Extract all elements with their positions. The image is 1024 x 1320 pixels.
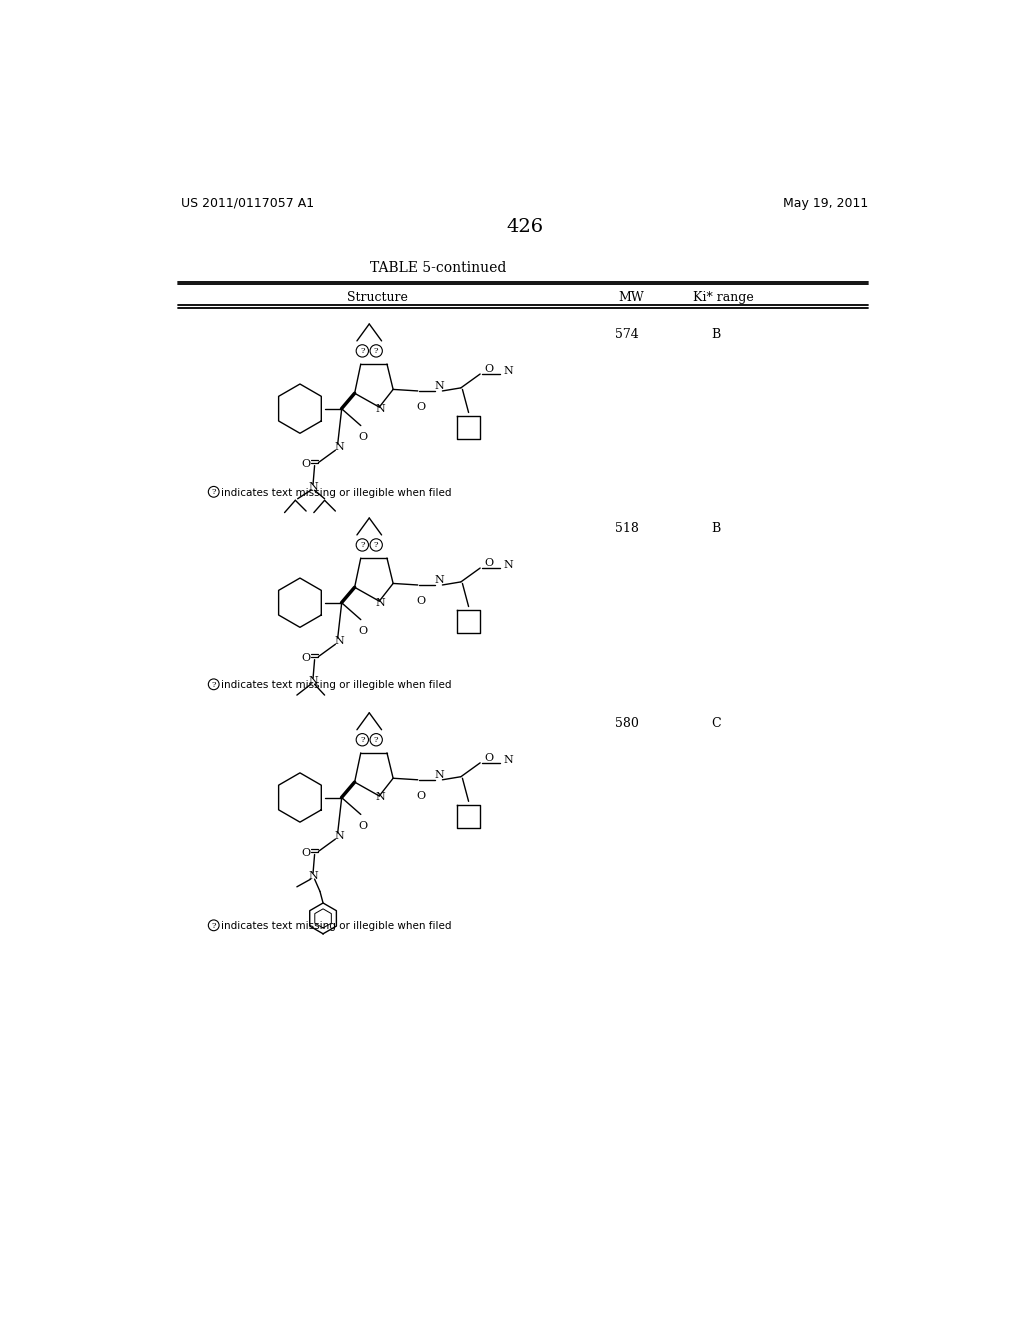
Text: US 2011/0117057 A1: US 2011/0117057 A1 xyxy=(180,197,313,210)
Text: N: N xyxy=(503,755,513,764)
Text: TABLE 5-continued: TABLE 5-continued xyxy=(371,261,507,275)
Text: N: N xyxy=(375,598,385,607)
Text: N: N xyxy=(335,636,344,647)
Text: ?: ? xyxy=(360,541,365,549)
Text: O: O xyxy=(484,364,494,375)
Text: N: N xyxy=(375,404,385,413)
Text: N: N xyxy=(375,792,385,803)
Text: N: N xyxy=(434,770,444,780)
Text: ?: ? xyxy=(212,681,216,689)
Text: B: B xyxy=(711,327,721,341)
Text: O: O xyxy=(484,558,494,569)
Text: N: N xyxy=(308,482,317,492)
Text: C: C xyxy=(711,717,721,730)
Text: indicates text missing or illegible when filed: indicates text missing or illegible when… xyxy=(221,921,452,931)
Text: O: O xyxy=(358,821,368,830)
Text: N: N xyxy=(308,871,317,880)
Text: N: N xyxy=(335,442,344,453)
Text: O: O xyxy=(358,432,368,442)
Text: MW: MW xyxy=(618,290,644,304)
Text: ?: ? xyxy=(374,737,379,744)
Text: O: O xyxy=(417,595,425,606)
Text: N: N xyxy=(335,832,344,841)
Text: 518: 518 xyxy=(615,521,639,535)
Text: ?: ? xyxy=(374,541,379,549)
Text: N: N xyxy=(434,381,444,391)
Text: O: O xyxy=(302,653,310,663)
Text: N: N xyxy=(434,576,444,585)
Text: O: O xyxy=(358,626,368,636)
Text: ?: ? xyxy=(212,488,216,496)
Text: O: O xyxy=(302,459,310,469)
Text: O: O xyxy=(302,847,310,858)
Text: B: B xyxy=(711,521,721,535)
Text: ?: ? xyxy=(212,921,216,929)
Text: 426: 426 xyxy=(506,218,544,236)
Text: N: N xyxy=(503,366,513,376)
Text: O: O xyxy=(484,754,494,763)
Text: ?: ? xyxy=(360,347,365,355)
Text: Ki* range: Ki* range xyxy=(692,290,754,304)
Text: May 19, 2011: May 19, 2011 xyxy=(783,197,868,210)
Text: indicates text missing or illegible when filed: indicates text missing or illegible when… xyxy=(221,487,452,498)
Text: Structure: Structure xyxy=(346,290,408,304)
Text: ?: ? xyxy=(374,347,379,355)
Text: O: O xyxy=(417,401,425,412)
Text: 574: 574 xyxy=(615,327,639,341)
Text: 580: 580 xyxy=(615,717,639,730)
Text: O: O xyxy=(417,791,425,800)
Text: N: N xyxy=(308,676,317,686)
Text: ?: ? xyxy=(360,737,365,744)
Text: indicates text missing or illegible when filed: indicates text missing or illegible when… xyxy=(221,680,452,690)
Text: N: N xyxy=(503,560,513,570)
